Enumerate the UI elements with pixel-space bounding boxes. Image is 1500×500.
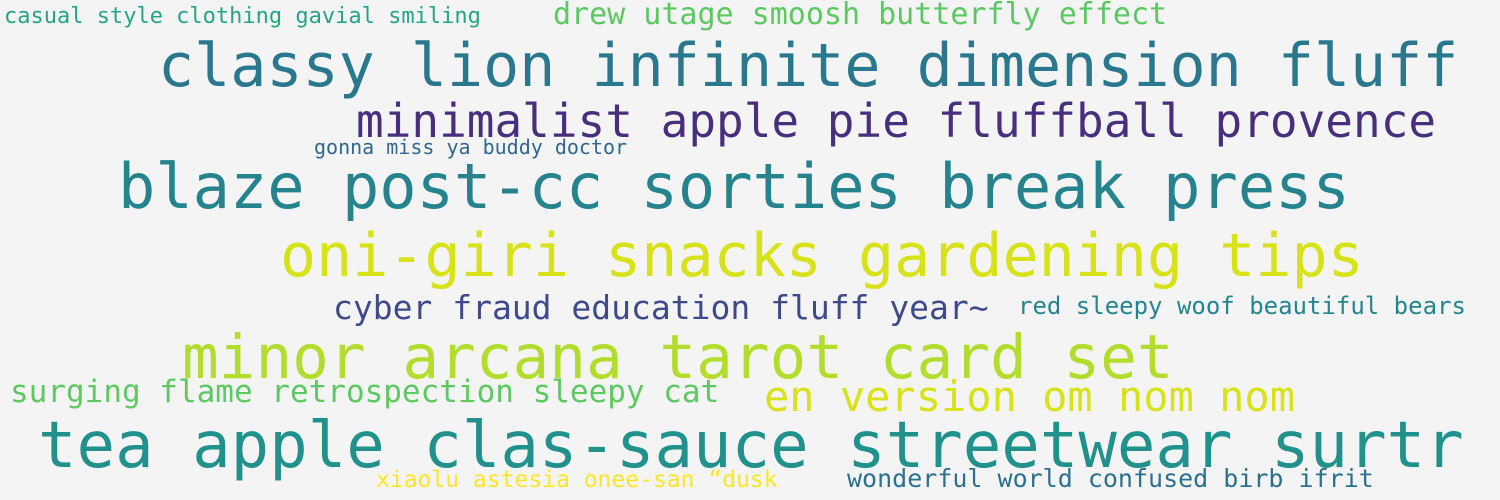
phrase-gonna-miss-ya: gonna miss ya buddy doctor	[314, 135, 628, 159]
phrase-cyber-fraud: cyber fraud education fluff year~	[333, 288, 989, 327]
phrase-tea-apple: tea apple clas-sauce streetwear surtr	[38, 409, 1464, 483]
phrase-en-version: en version om nom nom	[764, 372, 1296, 421]
phrase-oni-giri: oni-giri snacks gardening tips	[280, 221, 1364, 291]
phrase-surging-flame: surging flame retrospection sleepy cat	[10, 374, 720, 410]
phrase-minor-arcana: minor arcana tarot card set	[182, 322, 1174, 393]
phrase-drew-utage: drew utage smoosh butterfly effect	[553, 0, 1168, 32]
phrase-minimalist-apple-pie: minimalist apple pie fluffball provence	[356, 94, 1437, 148]
phrase-blaze-post-cc: blaze post-cc sorties break press	[118, 150, 1350, 223]
phrase-classy-lion: classy lion infinite dimension fluff	[158, 31, 1459, 101]
phrase-wonderful-world: wonderful world confused birb ifrit	[847, 464, 1374, 493]
phrase-xiaolu-astesia: xiaolu astesia onee-san “dusk	[376, 467, 778, 493]
phrase-casual-style: casual style clothing gavial smiling	[4, 4, 481, 29]
phrase-red-sleepy-woof: red sleepy woof beautiful bears	[1018, 292, 1466, 320]
